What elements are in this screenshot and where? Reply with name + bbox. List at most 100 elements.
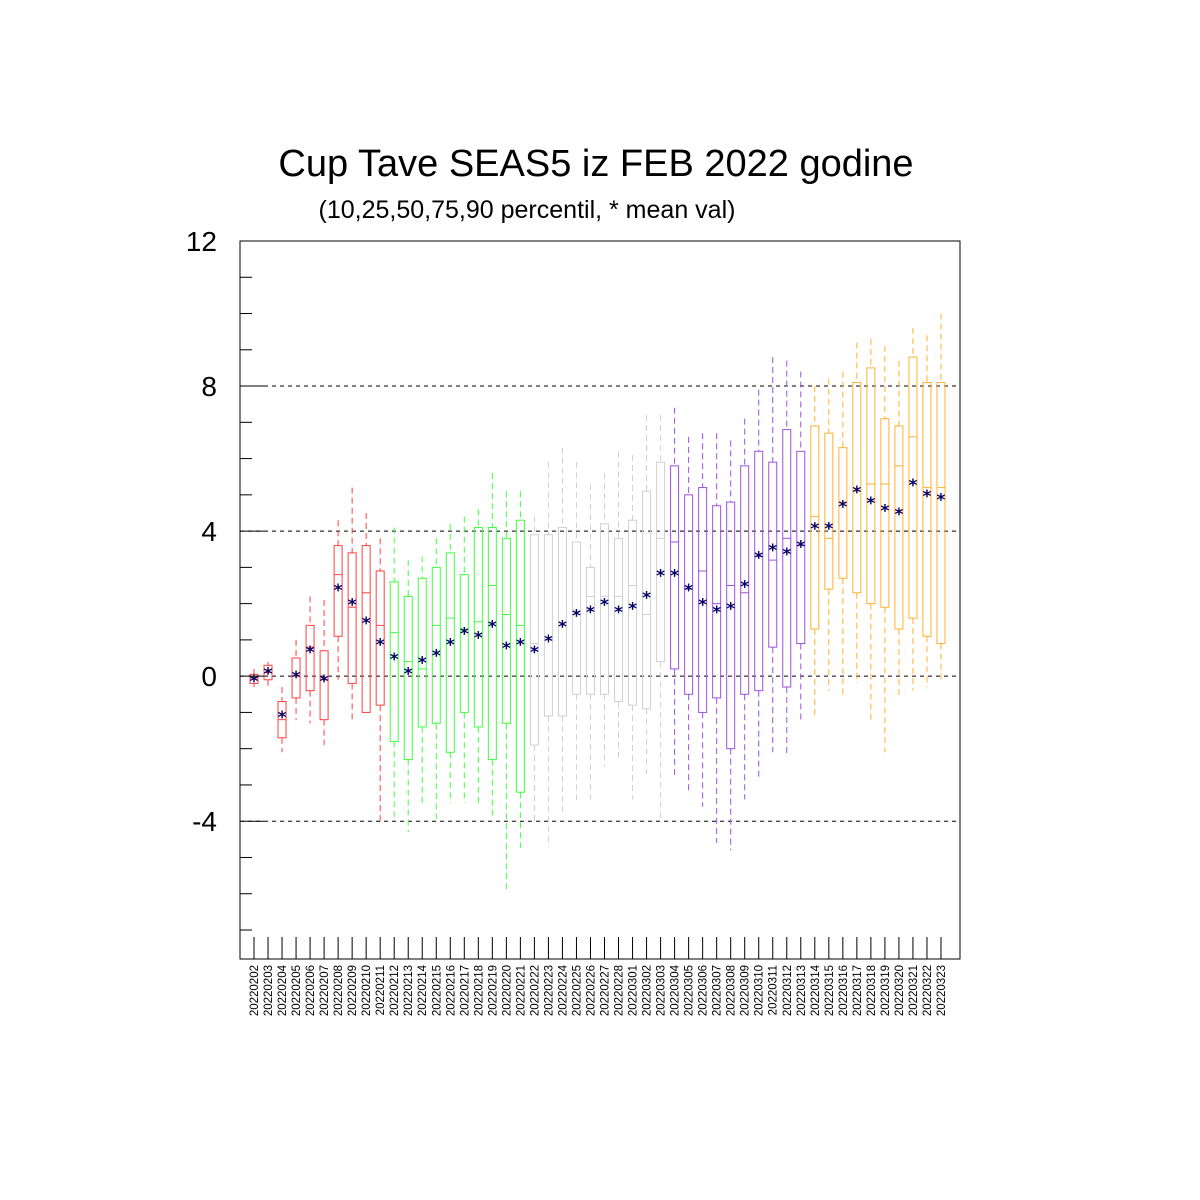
x-tick-label: 20220203 bbox=[263, 965, 275, 1016]
x-tick-label: 20220226 bbox=[585, 965, 597, 1016]
mean-marker: * bbox=[600, 596, 609, 616]
x-tick-label: 20220212 bbox=[389, 965, 401, 1016]
mean-marker: * bbox=[390, 650, 399, 670]
iqr-box bbox=[516, 520, 524, 792]
mean-marker: * bbox=[642, 588, 651, 608]
x-tick-label: 20220219 bbox=[487, 965, 499, 1016]
iqr-box bbox=[713, 506, 721, 698]
mean-marker: * bbox=[880, 501, 889, 521]
box-20220314: * bbox=[810, 386, 819, 716]
mean-marker: * bbox=[306, 643, 315, 663]
box-20220318: * bbox=[866, 339, 875, 720]
mean-marker: * bbox=[446, 636, 455, 656]
x-tick-label: 20220218 bbox=[473, 965, 485, 1016]
mean-marker: * bbox=[712, 603, 721, 623]
x-tick-label: 20220319 bbox=[880, 965, 892, 1016]
box-20220206: * bbox=[306, 596, 315, 723]
box-20220310: * bbox=[754, 390, 763, 778]
box-20220308: * bbox=[726, 440, 735, 850]
iqr-box bbox=[923, 382, 931, 636]
iqr-box bbox=[755, 451, 763, 690]
mean-marker: * bbox=[684, 581, 693, 601]
mean-marker: * bbox=[740, 577, 749, 597]
y-tick-label: 12 bbox=[186, 226, 217, 257]
mean-marker: * bbox=[348, 596, 357, 616]
x-tick-label: 20220223 bbox=[543, 965, 555, 1016]
mean-marker: * bbox=[866, 494, 875, 514]
mean-marker: * bbox=[614, 603, 623, 623]
x-tick-label: 20220207 bbox=[319, 965, 331, 1016]
x-tick-label: 20220310 bbox=[754, 965, 766, 1016]
x-tick-label: 20220321 bbox=[908, 965, 920, 1016]
mean-marker: * bbox=[278, 708, 287, 728]
x-tick-label: 20220313 bbox=[796, 965, 808, 1016]
x-tick-label: 20220224 bbox=[557, 964, 569, 1016]
box-20220312: * bbox=[782, 361, 791, 756]
iqr-box bbox=[727, 502, 735, 749]
box-20220313: * bbox=[796, 372, 805, 724]
box-20220223: * bbox=[544, 462, 553, 846]
x-tick-label: 20220306 bbox=[698, 965, 710, 1016]
mean-marker: * bbox=[908, 476, 917, 496]
mean-marker: * bbox=[530, 643, 539, 663]
iqr-box bbox=[937, 382, 945, 643]
mean-marker: * bbox=[460, 625, 469, 645]
box-20220320: * bbox=[894, 361, 903, 698]
iqr-box bbox=[502, 538, 510, 723]
mean-marker: * bbox=[264, 665, 273, 685]
box-20220322: * bbox=[923, 335, 932, 687]
box-20220207: * bbox=[320, 600, 329, 745]
iqr-box bbox=[544, 535, 552, 716]
x-tick-label: 20220307 bbox=[712, 965, 724, 1016]
x-tick-label: 20220225 bbox=[571, 965, 583, 1016]
mean-marker: * bbox=[670, 567, 679, 587]
x-tick-label: 20220312 bbox=[782, 965, 794, 1016]
x-tick-labels: 20220202 20220203 20220204 20220205 20220206… bbox=[249, 964, 948, 1016]
box-20220205: * bbox=[292, 640, 301, 720]
mean-marker: * bbox=[782, 545, 791, 565]
iqr-box bbox=[432, 567, 440, 723]
mean-marker: * bbox=[726, 599, 735, 619]
box-20220311: * bbox=[768, 357, 777, 752]
box-20220213: * bbox=[404, 560, 413, 832]
mean-marker: * bbox=[628, 599, 637, 619]
x-tick-label: 20220304 bbox=[670, 964, 682, 1016]
mean-marker: * bbox=[250, 672, 259, 692]
x-tick-label: 20220320 bbox=[894, 965, 906, 1016]
mean-marker: * bbox=[502, 639, 511, 659]
x-tick-label: 20220204 bbox=[277, 964, 289, 1016]
x-tick-label: 20220206 bbox=[305, 965, 317, 1016]
box-20220316: * bbox=[838, 372, 847, 695]
mean-marker: * bbox=[558, 617, 567, 637]
x-tick-label: 20220217 bbox=[459, 965, 471, 1016]
mean-marker: * bbox=[796, 538, 805, 558]
box-20220217: * bbox=[460, 517, 469, 803]
mean-marker: * bbox=[404, 665, 413, 685]
x-tick-label: 20220316 bbox=[838, 965, 850, 1016]
mean-marker: * bbox=[824, 519, 833, 539]
x-tick-label: 20220323 bbox=[936, 965, 948, 1016]
mean-marker: * bbox=[937, 490, 946, 510]
chart-title: Cup Tave SEAS5 iz FEB 2022 godine bbox=[278, 143, 913, 185]
mean-marker: * bbox=[656, 567, 665, 587]
x-tick-label: 20220202 bbox=[249, 965, 261, 1016]
mean-marker: * bbox=[544, 632, 553, 652]
box-20220221: * bbox=[516, 491, 525, 850]
mean-marker: * bbox=[768, 541, 777, 561]
x-tick-label: 20220216 bbox=[445, 965, 457, 1016]
box-20220218: * bbox=[474, 509, 483, 803]
x-tick-label: 20220208 bbox=[333, 965, 345, 1016]
x-tick-label: 20220318 bbox=[866, 965, 878, 1016]
mean-marker: * bbox=[320, 672, 329, 692]
box-20220204: * bbox=[278, 687, 287, 752]
x-tick-label: 20220221 bbox=[515, 965, 527, 1016]
box-20220209: * bbox=[348, 488, 357, 720]
x-tick-label: 20220205 bbox=[291, 965, 303, 1016]
x-tick-label: 20220302 bbox=[642, 965, 654, 1016]
x-tick-label: 20220210 bbox=[361, 965, 373, 1016]
iqr-box bbox=[530, 535, 538, 745]
box-20220303: * bbox=[656, 415, 665, 818]
box-20220315: * bbox=[824, 379, 833, 691]
box-20220203: * bbox=[264, 662, 273, 687]
mean-marker: * bbox=[418, 654, 427, 674]
